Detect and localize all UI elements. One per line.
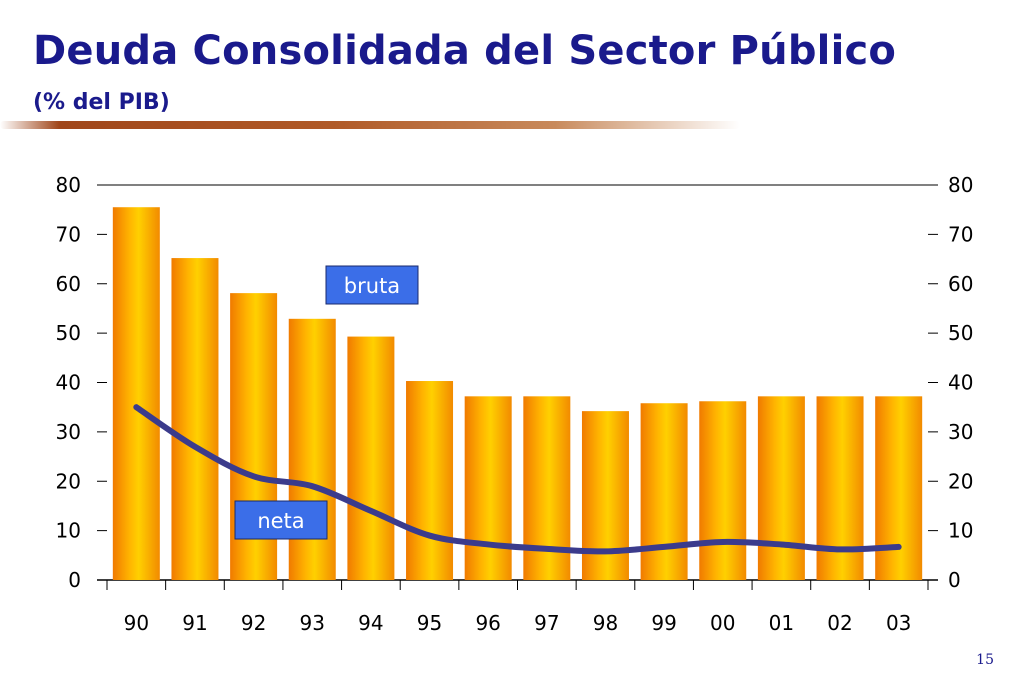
y-tick-label-right: 70 bbox=[948, 222, 973, 246]
y-tick-label-left: 80 bbox=[56, 173, 81, 197]
bar bbox=[699, 401, 747, 580]
bar bbox=[464, 396, 512, 580]
bar bbox=[581, 411, 629, 580]
y-tick-label-left: 0 bbox=[68, 568, 81, 592]
label-bruta: bruta bbox=[325, 265, 419, 305]
x-tick-label: 99 bbox=[651, 611, 676, 635]
y-tick-label-right: 10 bbox=[948, 519, 973, 543]
series-labels: bruta neta bbox=[234, 265, 419, 540]
y-tick-label-right: 30 bbox=[948, 420, 973, 444]
series-line-neta bbox=[133, 404, 902, 555]
bar bbox=[757, 396, 805, 580]
label-bruta-text: bruta bbox=[344, 274, 400, 298]
x-tick-label: 92 bbox=[241, 611, 266, 635]
y-tick-label-left: 40 bbox=[56, 371, 81, 395]
y-tick-label-left: 30 bbox=[56, 420, 81, 444]
x-tick-label: 96 bbox=[475, 611, 500, 635]
bar bbox=[640, 403, 688, 580]
x-tick-label: 97 bbox=[534, 611, 559, 635]
y-tick-label-left: 10 bbox=[56, 519, 81, 543]
y-tick-label-left: 70 bbox=[56, 222, 81, 246]
x-tick-label: 93 bbox=[300, 611, 325, 635]
x-tick-label: 02 bbox=[827, 611, 852, 635]
label-neta: neta bbox=[234, 500, 328, 540]
x-tick-label: 00 bbox=[710, 611, 735, 635]
x-tick-label: 98 bbox=[593, 611, 618, 635]
slide-subtitle: (% del PIB) bbox=[33, 90, 170, 115]
bar bbox=[171, 258, 219, 580]
x-tick-label: 90 bbox=[124, 611, 149, 635]
bar bbox=[875, 396, 923, 580]
y-tick-label-right: 40 bbox=[948, 371, 973, 395]
x-tick-label: 95 bbox=[417, 611, 442, 635]
label-bruta-box bbox=[325, 265, 419, 305]
bar bbox=[406, 381, 454, 580]
y-tick-label-right: 20 bbox=[948, 469, 973, 493]
y-tick-label-left: 20 bbox=[56, 469, 81, 493]
x-tick-label: 91 bbox=[182, 611, 207, 635]
y-tick-label-right: 80 bbox=[948, 173, 973, 197]
y-tick-label-left: 60 bbox=[56, 272, 81, 296]
label-neta-text: neta bbox=[257, 509, 304, 533]
bars-group bbox=[112, 207, 923, 580]
bar bbox=[112, 207, 160, 580]
title-underline bbox=[0, 121, 740, 129]
y-tick-label-right: 0 bbox=[948, 568, 961, 592]
y-tick-label-right: 60 bbox=[948, 272, 973, 296]
line-group bbox=[133, 404, 902, 555]
bar bbox=[288, 318, 336, 580]
x-tick-label: 01 bbox=[769, 611, 794, 635]
x-tick-label: 03 bbox=[886, 611, 911, 635]
y-tick-label-right: 50 bbox=[948, 321, 973, 345]
slide-title: Deuda Consolidada del Sector Público bbox=[33, 28, 897, 74]
x-tick-label: 94 bbox=[358, 611, 383, 635]
bar bbox=[347, 336, 395, 580]
bar bbox=[816, 396, 864, 580]
y-tick-label-left: 50 bbox=[56, 321, 81, 345]
label-neta-box bbox=[234, 500, 328, 540]
page-number: 15 bbox=[976, 652, 994, 668]
